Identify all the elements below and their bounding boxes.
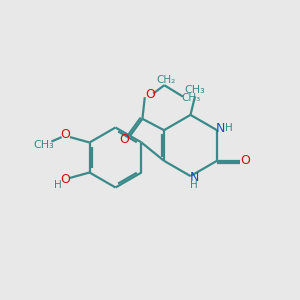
- Text: H: H: [190, 179, 198, 190]
- Text: O: O: [241, 154, 250, 167]
- Text: CH₂: CH₂: [156, 75, 176, 85]
- Text: H: H: [53, 179, 61, 190]
- Text: CH₃: CH₃: [184, 85, 206, 95]
- Text: N: N: [189, 171, 199, 184]
- Text: O: O: [145, 88, 155, 101]
- Text: H: H: [224, 123, 232, 133]
- Text: CH₃: CH₃: [33, 140, 54, 150]
- Text: N: N: [216, 122, 226, 135]
- Text: CH₃: CH₃: [182, 93, 201, 103]
- Text: O: O: [119, 133, 129, 146]
- Text: O: O: [60, 173, 70, 186]
- Text: O: O: [60, 128, 70, 141]
